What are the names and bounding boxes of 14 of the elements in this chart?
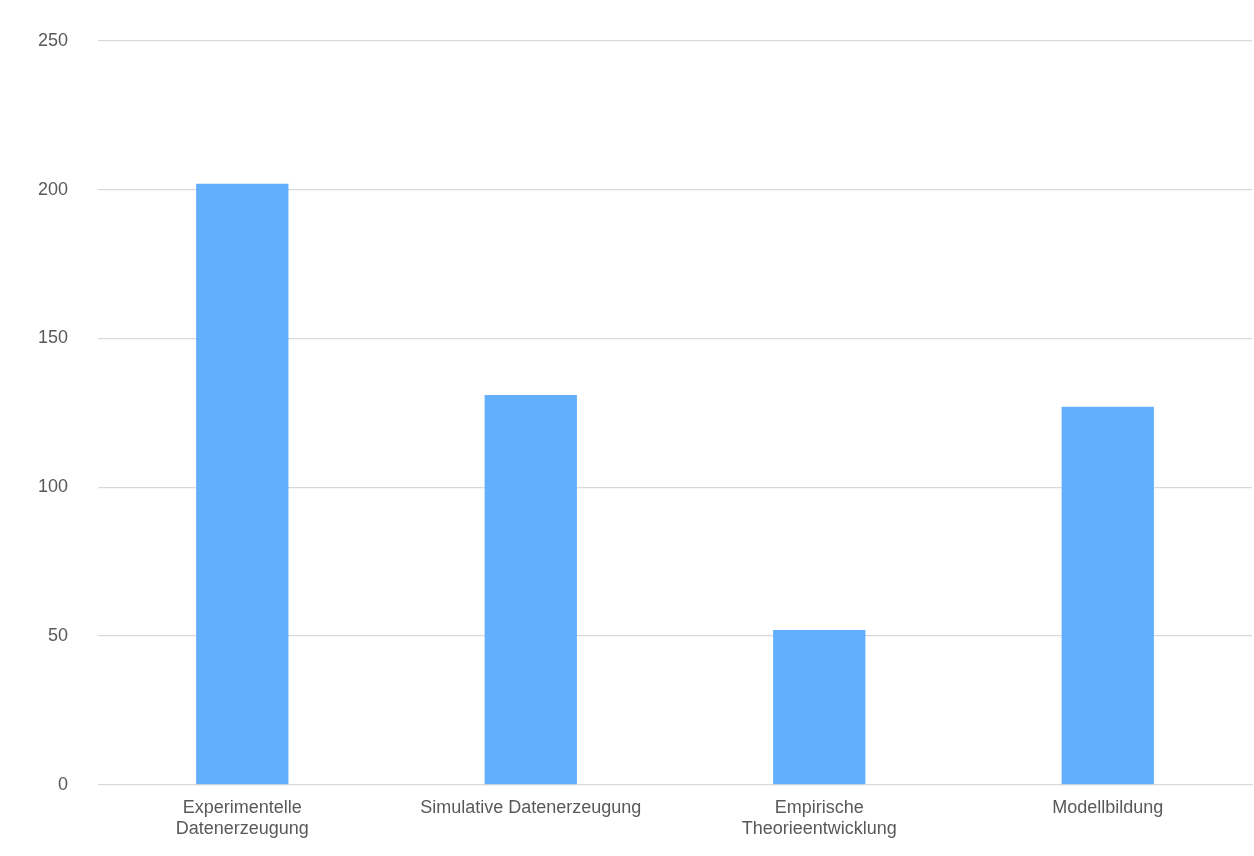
- y-tick-label: 150: [37, 327, 69, 348]
- bar: [773, 630, 866, 785]
- y-tick-label: 250: [37, 29, 69, 50]
- y-tick-label: 100: [37, 476, 69, 497]
- y-tick-label: 200: [37, 178, 69, 199]
- y-tick-label: 50: [48, 624, 69, 645]
- bar: [196, 183, 289, 785]
- x-tick-label: Modellbildung: [1052, 796, 1164, 817]
- bar: [484, 394, 577, 785]
- bar: [1061, 406, 1154, 785]
- y-tick-label: 0: [58, 773, 69, 794]
- x-tick-label: Empirische Theorieentwicklung: [741, 796, 897, 839]
- x-tick-label: Simulative Datenerzeugung: [420, 796, 642, 817]
- x-tick-label: Experimentelle Datenerzeugung: [175, 796, 309, 839]
